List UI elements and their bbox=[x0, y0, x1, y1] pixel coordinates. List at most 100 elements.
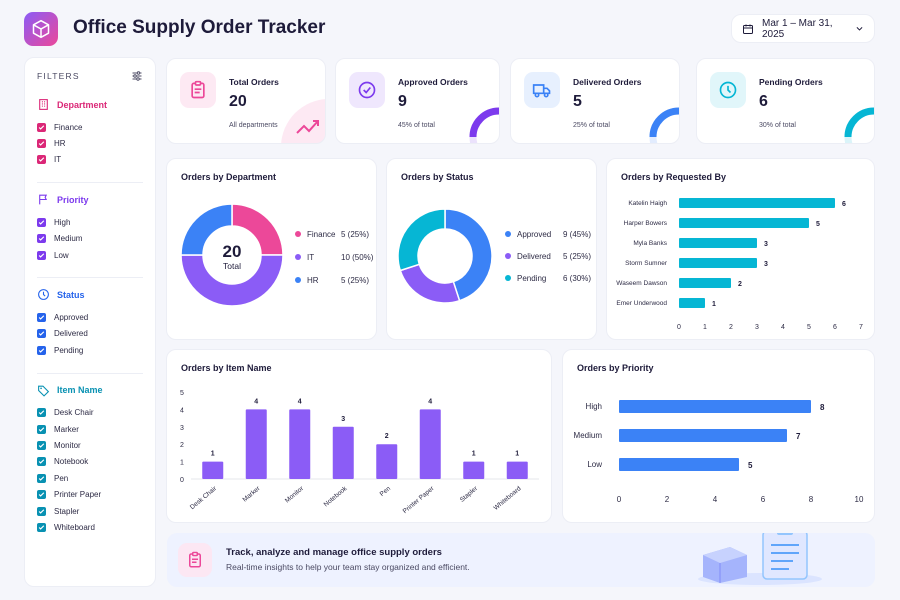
checkbox[interactable] bbox=[37, 457, 46, 467]
bar-value-label: 4 bbox=[254, 398, 258, 405]
filter-option[interactable]: Pen bbox=[37, 470, 143, 486]
filter-option[interactable]: Delivered bbox=[37, 326, 143, 342]
filter-option[interactable]: Desk Chair bbox=[37, 405, 143, 421]
kpi-value: 9 bbox=[398, 93, 407, 110]
filter-option[interactable]: Marker bbox=[37, 421, 143, 437]
bar-priority bbox=[619, 400, 811, 413]
checkbox[interactable] bbox=[37, 408, 46, 418]
kpi-value: 5 bbox=[573, 93, 582, 110]
filter-section-department: Department Finance HR IT bbox=[37, 98, 143, 168]
requested-bar-chart: Katelin Haigh 6 Harper Bowers 5 Myla Banks 3 S… bbox=[616, 198, 863, 331]
kpi-subtext: 25% of total bbox=[573, 122, 610, 129]
checkbox[interactable] bbox=[37, 217, 46, 227]
priority-chart-card: Orders by Priority High 8 Medium 7 Low 5 0 2 4 6 8… bbox=[562, 349, 875, 523]
check-icon bbox=[38, 410, 45, 415]
filter-option[interactable]: High bbox=[37, 214, 143, 230]
donut-slice-pending bbox=[397, 208, 446, 272]
filter-option[interactable]: Pending bbox=[37, 342, 143, 358]
checkbox[interactable] bbox=[37, 155, 46, 165]
checkbox[interactable] bbox=[37, 345, 46, 355]
filter-option-label: Finance bbox=[54, 122, 83, 132]
page-title: Office Supply Order Tracker bbox=[73, 17, 326, 38]
filter-option[interactable]: Whiteboard bbox=[37, 519, 143, 535]
clock-icon bbox=[719, 81, 737, 99]
box-icon bbox=[32, 19, 50, 39]
bar-value-label: 4 bbox=[428, 398, 432, 405]
y-tick-label: 2 bbox=[180, 442, 184, 449]
check-icon bbox=[38, 141, 45, 146]
bar-item bbox=[332, 426, 354, 479]
department-chart-card: Orders by Department Finance 5 (25%) IT 10 … bbox=[166, 158, 377, 340]
bar-value-label: 2 bbox=[385, 433, 389, 440]
kpi-label: Pending Orders bbox=[759, 77, 823, 87]
checkbox[interactable] bbox=[37, 522, 46, 532]
checkbox[interactable] bbox=[37, 506, 46, 516]
filter-option[interactable]: Stapler bbox=[37, 503, 143, 519]
priority-bar-chart: High 8 Medium 7 Low 5 0 2 4 6 8 10 bbox=[574, 400, 864, 504]
kpi-card-approved-orders[interactable]: Approved Orders 9 45% of total bbox=[335, 58, 500, 144]
kpi-value: 6 bbox=[759, 93, 768, 110]
banner-subtitle: Real-time insights to help your team sta… bbox=[226, 562, 470, 572]
filter-option[interactable]: HR bbox=[37, 135, 143, 151]
building-icon bbox=[39, 99, 48, 110]
checkbox[interactable] bbox=[37, 122, 46, 132]
checkbox[interactable] bbox=[37, 313, 46, 323]
x-tick-label: 4 bbox=[713, 495, 718, 504]
kpi-icon-box bbox=[180, 72, 216, 108]
kpi-card-delivered-orders[interactable]: Delivered Orders 5 25% of total bbox=[510, 58, 680, 144]
date-range-picker[interactable]: Mar 1 – Mar 31, 2025 bbox=[731, 14, 875, 43]
filter-section-title: Item Name bbox=[57, 385, 103, 396]
bar-category-label: Pen bbox=[379, 485, 393, 498]
check-icon bbox=[38, 315, 45, 320]
check-icon bbox=[38, 492, 45, 497]
kpi-card-total-orders[interactable]: Total Orders 20 All departments bbox=[166, 58, 326, 144]
x-tick-label: 6 bbox=[833, 324, 837, 331]
filter-option[interactable]: Low bbox=[37, 247, 143, 263]
x-tick-label: 2 bbox=[729, 324, 733, 331]
filter-option[interactable]: Notebook bbox=[37, 454, 143, 470]
bar-category-label: Monitor bbox=[284, 485, 306, 505]
filter-option[interactable]: IT bbox=[37, 152, 143, 168]
filter-option[interactable]: Monitor bbox=[37, 437, 143, 453]
kpi-label: Delivered Orders bbox=[573, 77, 642, 87]
checkbox[interactable] bbox=[37, 234, 46, 244]
department-chart-title: Orders by Department bbox=[181, 172, 277, 182]
legend-dot bbox=[505, 275, 511, 281]
checkbox[interactable] bbox=[37, 424, 46, 434]
legend-value: 5 (25%) bbox=[341, 230, 369, 239]
filter-option[interactable]: Printer Paper bbox=[37, 486, 143, 502]
kpi-progress-ring bbox=[844, 107, 874, 143]
filter-section-title: Status bbox=[57, 289, 85, 300]
kpi-icon-box bbox=[349, 72, 385, 108]
truck-icon bbox=[532, 84, 551, 98]
filter-option[interactable]: Medium bbox=[37, 231, 143, 247]
legend-label: HR bbox=[307, 276, 319, 285]
kpi-label: Approved Orders bbox=[398, 77, 468, 87]
checkbox[interactable] bbox=[37, 490, 46, 500]
checkbox[interactable] bbox=[37, 473, 46, 483]
filter-option[interactable]: Approved bbox=[37, 309, 143, 325]
bar-category-label: Desk Chair bbox=[189, 485, 219, 512]
filter-option-label: Marker bbox=[54, 424, 79, 434]
kpi-card-pending-orders[interactable]: Pending Orders 6 30% of total bbox=[696, 58, 875, 144]
app-logo bbox=[24, 12, 58, 46]
bar-category-label: Medium bbox=[574, 431, 603, 440]
trend-up-icon bbox=[281, 99, 325, 143]
filter-option[interactable]: Finance bbox=[37, 119, 143, 135]
filter-option-label: Whiteboard bbox=[54, 522, 95, 532]
checkbox[interactable] bbox=[37, 139, 46, 149]
checkbox[interactable] bbox=[37, 440, 46, 450]
checkbox[interactable] bbox=[37, 250, 46, 260]
x-tick-label: 0 bbox=[677, 324, 681, 331]
clipboard-icon bbox=[189, 551, 201, 568]
y-tick-label: 3 bbox=[180, 425, 184, 432]
status-chart-card: Orders by Status Approved 9 (45%) Delivere… bbox=[386, 158, 597, 340]
legend-label: Approved bbox=[517, 230, 551, 239]
sliders-icon[interactable] bbox=[131, 70, 143, 82]
bar-category-label: Notebook bbox=[323, 485, 349, 509]
checkbox[interactable] bbox=[37, 329, 46, 339]
x-tick-label: 1 bbox=[703, 324, 707, 331]
office-illustration bbox=[698, 533, 822, 585]
bar-category-label: High bbox=[586, 402, 602, 411]
bar-value-label: 3 bbox=[341, 416, 345, 423]
